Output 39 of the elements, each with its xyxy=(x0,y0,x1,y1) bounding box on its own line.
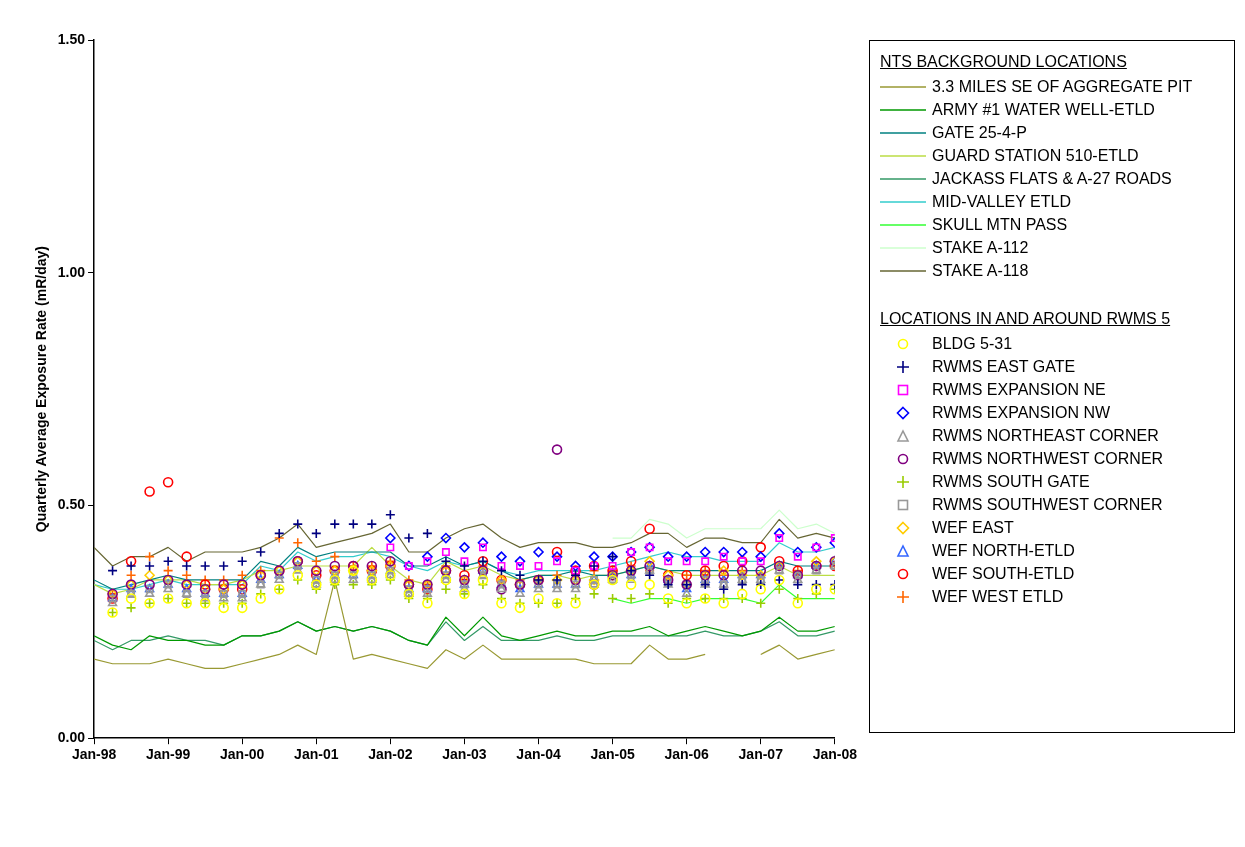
legend-label: RWMS SOUTH GATE xyxy=(932,472,1090,491)
legend-label: RWMS SOUTHWEST CORNER xyxy=(932,495,1163,514)
legend-label: GUARD STATION 510-ETLD xyxy=(932,146,1139,165)
legend-label: RWMS EXPANSION NE xyxy=(932,380,1106,399)
legend-label: 3.3 MILES SE OF AGGREGATE PIT xyxy=(932,77,1193,96)
x-tick-label: Jan-07 xyxy=(738,746,784,763)
legend-label: WEF SOUTH-ETLD xyxy=(932,564,1075,583)
legend-label: RWMS NORTHWEST CORNER xyxy=(932,449,1164,468)
legend-label: RWMS EXPANSION NW xyxy=(932,403,1111,422)
legend-label: STAKE A-118 xyxy=(932,261,1029,280)
x-tick-label: Jan-05 xyxy=(590,746,635,763)
legend-label: SKULL MTN PASS xyxy=(932,215,1068,234)
x-tick-label: Jan-03 xyxy=(442,746,487,763)
legend-label: WEF NORTH-ETLD xyxy=(932,541,1075,560)
x-tick-label: Jan-99 xyxy=(145,746,191,763)
legend-label: JACKASS FLATS & A-27 ROADS xyxy=(932,169,1172,188)
x-tick-label: Jan-02 xyxy=(368,746,413,763)
x-tick-label: Jan-04 xyxy=(516,746,561,763)
legend-title: NTS BACKGROUND LOCATIONS xyxy=(880,53,1128,71)
x-tick-label: Jan-01 xyxy=(294,746,339,763)
y-tick-label: 0.50 xyxy=(57,496,86,513)
legend-label: GATE 25-4-P xyxy=(932,123,1027,142)
x-tick-label: Jan-98 xyxy=(71,746,117,763)
x-tick-label: Jan-08 xyxy=(812,746,858,763)
legend-label: BLDG 5-31 xyxy=(932,334,1013,353)
y-tick-label: 1.50 xyxy=(57,30,86,47)
legend-label: RWMS NORTHEAST CORNER xyxy=(932,426,1159,445)
legend-label: WEF WEST ETLD xyxy=(932,587,1064,606)
y-tick-label: 1.00 xyxy=(57,263,86,280)
x-tick-label: Jan-00 xyxy=(220,746,265,763)
legend-label: ARMY #1 WATER WELL-ETLD xyxy=(932,100,1155,119)
y-axis-title: Quarterly Average Exposure Rate (mR/day) xyxy=(33,246,50,533)
legend-label: WEF EAST xyxy=(932,518,1014,537)
legend-label: RWMS EAST GATE xyxy=(932,357,1076,376)
text: LOCATIONS IN AND AROUND RWMS 5 xyxy=(880,310,1172,328)
legend-label: STAKE A-112 xyxy=(932,238,1029,257)
x-tick-label: Jan-06 xyxy=(664,746,710,763)
legend-label: MID-VALLEY ETLD xyxy=(932,192,1072,211)
y-tick-label: 0.00 xyxy=(57,729,86,746)
